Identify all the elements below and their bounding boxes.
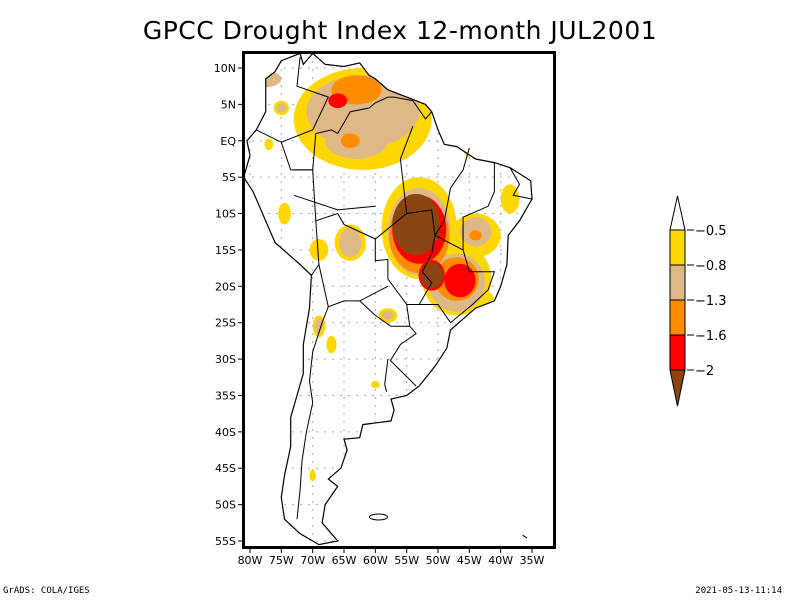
lon-tick-label: 55W <box>394 554 419 567</box>
drought-area-level-5 <box>264 138 274 151</box>
drought-area-level-4 <box>338 228 362 258</box>
lat-tick-label: 40S <box>215 426 236 439</box>
drought-area-level-1 <box>392 193 440 256</box>
legend-color-band <box>669 229 686 266</box>
legend-color-band <box>669 264 686 301</box>
country-border <box>384 359 389 392</box>
lat-tick-label: EQ <box>220 135 236 148</box>
lat-tick-label: 20S <box>215 280 236 293</box>
lat-tick-label: 25S <box>215 317 236 330</box>
country-border <box>318 264 389 308</box>
drought-area-level-2 <box>328 93 348 109</box>
country-border <box>434 147 470 236</box>
country-border <box>293 169 417 387</box>
country-border <box>374 209 436 240</box>
lon-tick-label: 80W <box>238 554 263 567</box>
legend-label: −2 <box>695 364 714 379</box>
ocean-mask <box>244 53 554 547</box>
legend-bottom-extension <box>669 369 686 407</box>
grads-credit: GrADS: COLA/IGES <box>3 586 90 596</box>
longitude-axis: 80W 75W 70W 65W 60W 55W 50W 45W 40W 35W <box>238 548 545 567</box>
legend-label: −1.3 <box>695 294 727 309</box>
country-border <box>399 126 414 214</box>
country-border <box>406 235 436 305</box>
country-border <box>296 306 329 520</box>
lon-tick-label: 50W <box>426 554 451 567</box>
legend-label: −1.6 <box>695 329 727 344</box>
country-border <box>419 249 496 324</box>
map-frame <box>242 51 556 549</box>
falkland-islands <box>368 513 388 521</box>
lat-tick-label: 55S <box>215 535 236 548</box>
country-border <box>281 57 329 143</box>
latitude-axis: 10N 5N EQ 5S 10S 15S 20S 25S 30S 35S 40S 45S 50S 55S <box>214 62 243 548</box>
drought-area-level-4 <box>276 103 287 113</box>
legend-color-band <box>669 334 686 371</box>
drought-area-level-5 <box>309 239 329 261</box>
country-border <box>312 96 433 170</box>
drought-area-level-5 <box>370 380 380 389</box>
country-border <box>509 167 533 200</box>
lon-tick-label: 70W <box>300 554 325 567</box>
lat-tick-label: 30S <box>215 353 236 366</box>
coastline-and-borders <box>244 53 533 546</box>
drought-area-level-3 <box>469 230 482 241</box>
lon-tick-label: 65W <box>332 554 357 567</box>
lon-tick-label: 40W <box>488 554 513 567</box>
lon-tick-label: 35W <box>520 554 545 567</box>
lat-tick-label: 50S <box>215 499 236 512</box>
country-border <box>434 162 495 251</box>
lat-tick-label: 35S <box>215 389 236 402</box>
drought-area-level-5 <box>309 469 316 482</box>
coastline <box>244 53 533 546</box>
color-legend: −0.5 −0.8 −1.3 −1.6 −2 <box>669 195 727 407</box>
drought-area-level-1 <box>420 262 444 289</box>
drought-area-level-2 <box>444 263 476 298</box>
lon-tick-label: 45W <box>457 554 482 567</box>
drought-area-level-4 <box>315 319 323 334</box>
lat-tick-label: 15S <box>215 244 236 257</box>
legend-label: −0.5 <box>695 224 727 239</box>
country-border <box>256 129 313 171</box>
drought-area-level-4 <box>381 311 395 320</box>
timestamp: 2021-05-13-11:14 <box>695 586 782 596</box>
lon-tick-label: 60W <box>363 554 388 567</box>
drought-shading <box>244 53 554 547</box>
map-title: GPCC Drought Index 12-month JUL2001 <box>142 16 658 45</box>
lat-tick-label: 5S <box>222 171 236 184</box>
legend-top-extension <box>669 195 686 231</box>
lon-tick-label: 75W <box>269 554 294 567</box>
country-border <box>359 300 410 327</box>
lat-tick-label: 5N <box>221 98 236 111</box>
legend-color-band <box>669 299 686 336</box>
drought-area-level-3 <box>340 133 360 149</box>
drought-area-level-5 <box>326 335 337 354</box>
drought-area-level-5 <box>278 202 291 225</box>
lat-tick-label: 10S <box>215 208 236 221</box>
south-georgia-island <box>522 534 528 539</box>
lat-tick-label: 10N <box>214 62 236 75</box>
legend-label: −0.8 <box>695 259 727 274</box>
lat-tick-label: 45S <box>215 462 236 475</box>
country-border <box>293 194 376 211</box>
